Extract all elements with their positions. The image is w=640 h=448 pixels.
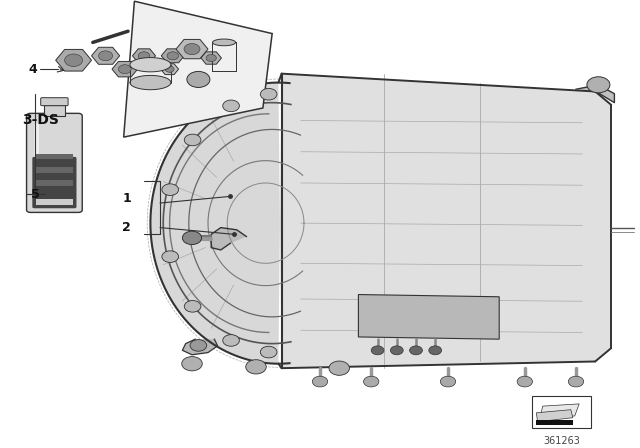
Bar [44, 105, 65, 116]
Circle shape [223, 335, 239, 346]
Circle shape [167, 52, 179, 60]
Circle shape [260, 88, 277, 100]
Circle shape [223, 100, 239, 112]
Text: 2: 2 [122, 221, 131, 234]
Bar [36, 181, 73, 186]
Bar [36, 199, 73, 205]
Polygon shape [176, 39, 208, 59]
Text: 4: 4 [29, 63, 38, 76]
Polygon shape [576, 85, 614, 103]
Polygon shape [201, 52, 221, 64]
Circle shape [162, 251, 179, 263]
Circle shape [184, 134, 201, 146]
Bar [532, 396, 591, 428]
FancyBboxPatch shape [41, 98, 68, 106]
Circle shape [260, 346, 277, 358]
Circle shape [517, 376, 532, 387]
Circle shape [118, 65, 131, 73]
Polygon shape [161, 64, 179, 74]
Polygon shape [112, 61, 138, 77]
Circle shape [364, 376, 379, 387]
Circle shape [329, 361, 349, 375]
Polygon shape [176, 67, 262, 103]
Circle shape [187, 71, 210, 87]
Bar [36, 167, 73, 173]
Polygon shape [212, 39, 236, 46]
Circle shape [65, 54, 83, 66]
Circle shape [206, 55, 216, 61]
Circle shape [440, 376, 456, 387]
Bar [536, 419, 573, 425]
Polygon shape [130, 58, 171, 72]
Polygon shape [211, 228, 246, 250]
Polygon shape [536, 409, 573, 422]
Circle shape [184, 43, 200, 55]
Text: 361263: 361263 [543, 435, 580, 446]
Circle shape [246, 360, 266, 374]
Polygon shape [161, 49, 184, 63]
Circle shape [390, 346, 403, 355]
Bar [36, 154, 73, 159]
Circle shape [184, 301, 201, 312]
Circle shape [190, 340, 207, 351]
Circle shape [587, 77, 610, 93]
Polygon shape [182, 339, 218, 355]
FancyBboxPatch shape [27, 113, 83, 212]
Polygon shape [150, 73, 282, 368]
Text: 3-DS: 3-DS [22, 113, 60, 128]
Polygon shape [132, 49, 156, 63]
Circle shape [410, 346, 422, 355]
Circle shape [182, 357, 202, 371]
Circle shape [568, 376, 584, 387]
FancyBboxPatch shape [32, 157, 77, 208]
Circle shape [182, 231, 202, 245]
Polygon shape [92, 47, 120, 64]
Circle shape [429, 346, 442, 355]
Circle shape [138, 52, 150, 60]
Circle shape [371, 346, 384, 355]
Circle shape [162, 184, 179, 195]
Polygon shape [130, 75, 171, 90]
Text: 1: 1 [122, 192, 131, 205]
Polygon shape [540, 404, 579, 419]
Circle shape [165, 66, 174, 72]
Circle shape [99, 51, 113, 60]
Circle shape [312, 376, 328, 387]
Polygon shape [358, 294, 499, 339]
Text: 5: 5 [31, 188, 40, 201]
Polygon shape [282, 73, 611, 368]
Polygon shape [56, 49, 92, 71]
Polygon shape [124, 1, 272, 137]
